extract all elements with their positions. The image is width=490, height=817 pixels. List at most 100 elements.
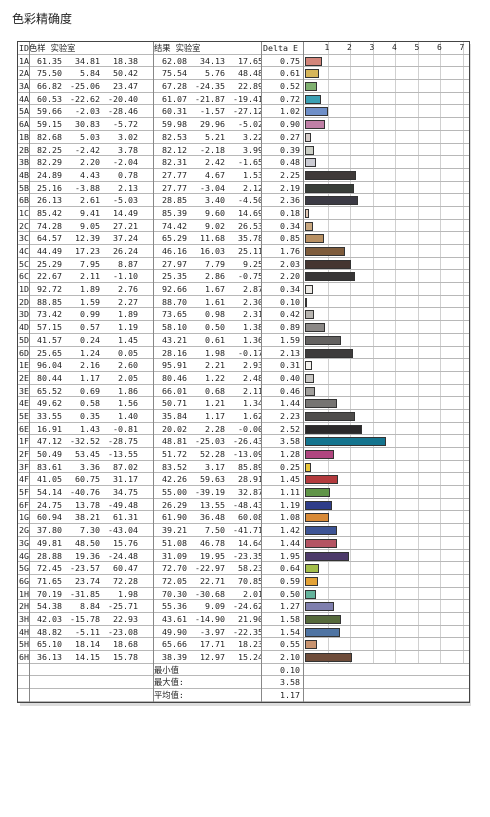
ref-lab: 41.05 60.75 31.17	[29, 473, 153, 485]
meas-value: 2.48	[243, 372, 261, 383]
ref-value: 74.28	[37, 220, 62, 231]
meas-lab: 43.21 0.61 1.36	[154, 334, 261, 346]
ref-lab: 49.62 0.58 1.56	[29, 397, 153, 409]
delta-e-value: 3.58	[280, 436, 300, 447]
ref-value: -13.55	[108, 449, 138, 459]
axis-tick-label: 7	[459, 43, 465, 52]
delta-e-value: 0.25	[280, 461, 300, 472]
meas-value: 9.02	[205, 220, 225, 231]
delta-e-value: 2.36	[280, 195, 300, 206]
delta-e-bar	[305, 589, 317, 599]
delta-e-bar	[305, 437, 386, 447]
delta-e-value: 1.95	[280, 550, 300, 561]
ref-value: 31.17	[113, 474, 138, 485]
row-id: 5G	[19, 563, 29, 574]
ref-value: 80.44	[37, 372, 62, 383]
meas-value: 7.50	[205, 525, 225, 536]
delta-e-bar	[305, 56, 322, 66]
meas-lab: 46.16 16.03 25.11	[154, 245, 261, 257]
ref-value: -49.48	[108, 499, 138, 510]
meas-value: 52.28	[200, 449, 225, 459]
table-row: 1B 82.68 5.03 3.02 82.53 5.21 3.22 0.27	[18, 131, 469, 144]
meas-value: 15.24	[238, 652, 261, 662]
meas-value: -25.03	[195, 436, 225, 447]
delta-e-bar	[305, 538, 338, 548]
meas-value: 50.71	[162, 398, 187, 409]
ref-value: 3.02	[118, 131, 138, 142]
ref-lab: 65.52 0.69 1.86	[29, 385, 153, 397]
meas-lab: 65.66 17.71 18.23	[154, 638, 261, 650]
delta-e-bar	[305, 653, 353, 662]
meas-lab: 80.46 1.22 2.48	[154, 372, 261, 384]
delta-e-value: 0.50	[280, 588, 300, 599]
delta-e-value: 2.23	[280, 410, 300, 421]
ref-value: 18.68	[113, 639, 138, 650]
meas-value: 1.98	[205, 347, 225, 358]
delta-e-bar	[305, 259, 351, 269]
meas-value: 70.85	[238, 575, 261, 586]
ref-value: -1.10	[113, 271, 138, 282]
ref-value: 50.42	[113, 68, 138, 79]
table-row: 1F 47.12 -32.52 -28.75 48.81 -25.03 -26.43 3.58	[18, 435, 469, 448]
ref-value: 75.50	[37, 68, 62, 79]
ref-lab: 82.25 -2.42 3.78	[29, 144, 153, 156]
meas-lab: 73.65 0.98 2.31	[154, 308, 261, 320]
meas-value: -5.02	[238, 119, 261, 130]
row-id: 4C	[19, 246, 29, 256]
row-id: 3B	[19, 157, 29, 168]
ref-value: -25.06	[70, 81, 100, 92]
gridline	[462, 42, 464, 664]
delta-e-value: 0.27	[280, 131, 300, 142]
summary-value: 3.58	[280, 677, 300, 688]
ref-value: 1.45	[118, 334, 138, 345]
ref-value: 2.11	[80, 271, 100, 282]
ref-lab: 28.88 19.36 -24.48	[29, 550, 153, 562]
ref-value: 5.03	[80, 131, 100, 142]
ref-lab: 82.68 5.03 3.02	[29, 131, 153, 143]
meas-lab: 72.70 -22.97 58.23	[154, 562, 261, 574]
table-row: 4A 60.53 -22.62 -20.40 61.07 -21.87 -19.41 0.72	[18, 93, 469, 106]
delta-e-bar	[305, 348, 353, 358]
row-id: 6H	[19, 652, 29, 662]
meas-value: 46.78	[200, 537, 225, 548]
ref-value: 25.16	[37, 182, 62, 193]
meas-lab: 50.71 1.21 1.34	[154, 397, 261, 409]
meas-value: 75.54	[162, 68, 187, 79]
ref-value: 71.65	[37, 575, 62, 586]
delta-e-value: 0.75	[280, 55, 300, 66]
ref-lab: 37.80 7.30 -43.04	[29, 524, 153, 536]
ref-value: 48.82	[37, 626, 62, 637]
meas-value: -41.71	[233, 525, 261, 536]
meas-lab: 82.12 -2.18 3.99	[154, 144, 261, 156]
meas-value: 28.16	[162, 347, 187, 358]
meas-value: 1.17	[205, 410, 225, 421]
ref-value: 26.13	[37, 195, 62, 206]
ref-value: 0.99	[80, 309, 100, 320]
delta-e-bar	[305, 107, 328, 117]
meas-value: 39.21	[162, 525, 187, 536]
table-row: 5D 41.57 0.24 1.45 43.21 0.61 1.36 1.59	[18, 334, 469, 347]
column-divider	[153, 42, 154, 702]
table-row: 2E 80.44 1.17 2.05 80.46 1.22 2.48 0.40	[18, 372, 469, 385]
ref-value: 22.93	[113, 613, 138, 624]
row-id: 6B	[19, 195, 29, 206]
table-row: 2F 50.49 53.45 -13.55 51.72 52.28 -13.09 1.28	[18, 448, 469, 461]
ref-value: 1.59	[80, 296, 100, 307]
ref-value: 14.15	[75, 652, 100, 662]
delta-e-value: 2.19	[280, 182, 300, 193]
meas-value: 9.25	[243, 258, 261, 269]
meas-value: 2.28	[205, 423, 225, 434]
delta-e-bar	[305, 500, 332, 510]
meas-lab: 83.52 3.17 85.89	[154, 461, 261, 473]
delta-e-value: 2.52	[280, 423, 300, 434]
meas-value: 73.65	[162, 309, 187, 320]
meas-value: -21.87	[195, 93, 225, 104]
meas-value: 0.68	[205, 385, 225, 396]
ref-value: 12.39	[75, 233, 100, 244]
row-id: 2G	[19, 525, 29, 536]
ref-lab: 54.38 8.84 -25.71	[29, 600, 153, 612]
meas-value: -13.09	[233, 449, 261, 459]
meas-value: 31.09	[162, 550, 187, 561]
ref-value: 59.15	[37, 119, 62, 130]
ref-value: -5.11	[75, 626, 100, 637]
